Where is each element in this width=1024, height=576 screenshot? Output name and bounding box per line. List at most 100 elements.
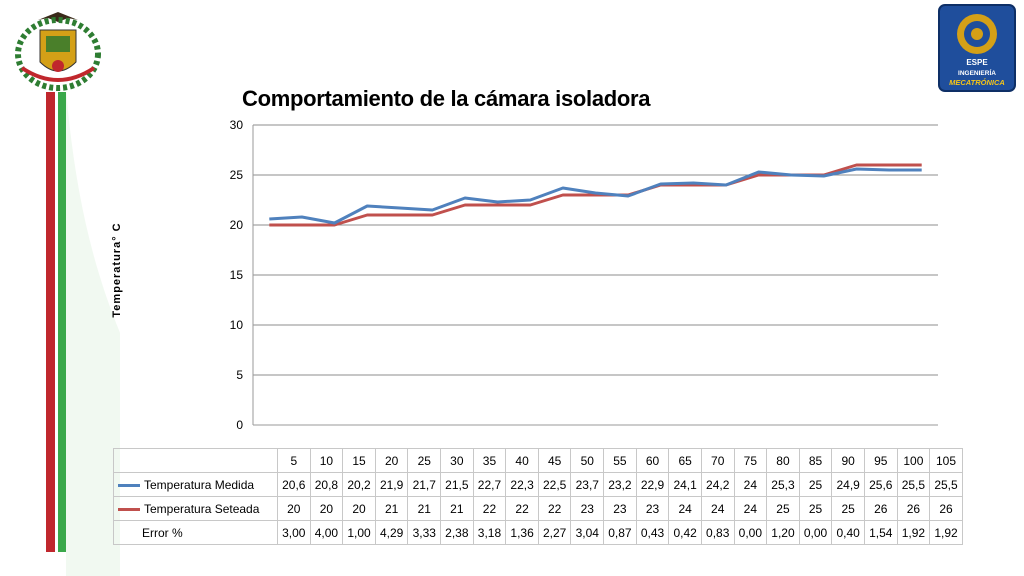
chart-title: Comportamiento de la cámara isoladora: [242, 86, 651, 111]
x-tick-label: 80: [766, 448, 800, 473]
data-label-seteada: 21: [440, 496, 474, 521]
data-label-medida: 21,9: [374, 472, 409, 497]
y-tick-label: 25: [230, 168, 244, 182]
data-label-seteada: 25: [831, 496, 865, 521]
series-row-seteada: Temperatura Seteada 20 20 20 21 21 21 22 22 22 23…: [113, 496, 963, 521]
y-tick-label: 15: [230, 268, 244, 282]
data-label-medida: 25,5: [896, 472, 931, 497]
data-label-error: 1,92: [896, 520, 931, 545]
data-label-medida: 22,9: [635, 472, 670, 497]
y-tick-labels: 0 5 10 15 20 25 30: [230, 118, 244, 432]
data-label-medida: 23,2: [603, 472, 637, 497]
data-label-error: 1,36: [505, 520, 539, 545]
x-tick-label: 5: [277, 448, 311, 473]
data-label-error: 3,33: [407, 520, 442, 545]
data-label-seteada: 20: [277, 496, 311, 521]
data-label-seteada: 24: [700, 496, 735, 521]
data-label-seteada: 24: [668, 496, 702, 521]
x-tick-label: 95: [863, 448, 898, 473]
x-tick-label: 25: [407, 448, 442, 473]
data-label-error: 0,00: [798, 520, 833, 545]
y-tick-label: 30: [230, 118, 244, 132]
data-label-seteada: 21: [374, 496, 409, 521]
x-tick-label: 20: [374, 448, 409, 473]
svg-text:ESPE: ESPE: [966, 58, 988, 67]
data-label-error: 2,38: [440, 520, 474, 545]
data-label-error: 1,54: [863, 520, 898, 545]
svg-text:MECATRÓNICA: MECATRÓNICA: [949, 78, 1005, 87]
y-tick-label: 0: [236, 418, 243, 432]
grid-lines: [252, 124, 938, 426]
data-label-error: 2,27: [537, 520, 572, 545]
data-label-medida: 23,7: [570, 472, 605, 497]
legend-swatch-medida: [118, 483, 140, 487]
data-label-medida: 24,9: [831, 472, 865, 497]
data-table: 5 10 15 20 25 30 35 40 45 50 55 60 65 70 75 80 85 90 95 100…: [113, 448, 963, 545]
data-label-medida: 25,3: [766, 472, 800, 497]
x-tick-label: 90: [831, 448, 865, 473]
legend-entry-seteada: Temperatura Seteada: [113, 496, 278, 521]
flag-stripes: [46, 90, 120, 576]
data-label-error: 0,42: [668, 520, 702, 545]
x-tick-label: 70: [700, 448, 735, 473]
data-label-error: 1,92: [929, 520, 963, 545]
data-label-error: 3,00: [277, 520, 311, 545]
data-label-error: 1,00: [342, 520, 376, 545]
x-tick-label: 55: [603, 448, 637, 473]
data-label-medida: 20,2: [342, 472, 376, 497]
data-label-seteada: 23: [570, 496, 605, 521]
series-line-temperatura-medida: [269, 167, 922, 225]
data-label-medida: 22,7: [472, 472, 507, 497]
data-label-seteada: 21: [407, 496, 442, 521]
data-label-error: 0,87: [603, 520, 637, 545]
data-label-seteada: 23: [635, 496, 670, 521]
x-tick-label: 10: [309, 448, 344, 473]
error-row-label: Error %: [113, 520, 278, 545]
legend-swatch-seteada: [118, 507, 140, 511]
y-tick-label: 5: [236, 368, 243, 382]
data-label-seteada: 26: [896, 496, 931, 521]
x-tick-row: 5 10 15 20 25 30 35 40 45 50 55 60 65 70 75 80 85 90 95 100…: [113, 448, 963, 473]
data-label-error: 0,43: [635, 520, 670, 545]
data-label-medida: 20,8: [309, 472, 344, 497]
data-label-medida: 21,7: [407, 472, 442, 497]
data-label-medida: 24: [733, 472, 768, 497]
data-label-error: 0,40: [831, 520, 865, 545]
data-label-medida: 22,5: [537, 472, 572, 497]
legend-label-medida: Temperatura Medida: [144, 477, 255, 492]
legend-entry-medida: Temperatura Medida: [113, 472, 278, 497]
x-tick-label: 60: [635, 448, 670, 473]
data-label-seteada: 25: [798, 496, 833, 521]
data-label-seteada: 26: [863, 496, 898, 521]
x-tick-label: 100: [896, 448, 931, 473]
data-label-medida: 21,5: [440, 472, 474, 497]
series-row-medida: Temperatura Medida 20,6 20,8 20,2 21,9 21,7 2…: [113, 472, 963, 497]
y-tick-label: 20: [230, 218, 244, 232]
x-tick-label: 45: [537, 448, 572, 473]
data-label-seteada: 20: [309, 496, 344, 521]
coat-of-arms-icon: [15, 12, 101, 91]
data-label-medida: 24,2: [700, 472, 735, 497]
data-label-seteada: 22: [537, 496, 572, 521]
x-tick-label: 15: [342, 448, 376, 473]
espe-mecatronica-logo-icon: ESPE INGENIERÍA MECATRÓNICA: [938, 4, 1016, 92]
data-label-error: 3,04: [570, 520, 605, 545]
data-label-error: 0,83: [700, 520, 735, 545]
data-label-medida: 25,5: [929, 472, 963, 497]
x-tick-label: 75: [733, 448, 768, 473]
data-label-error: 3,18: [472, 520, 507, 545]
x-tick-label: 40: [505, 448, 539, 473]
x-tick-label: 30: [440, 448, 474, 473]
table-corner-cell: [113, 448, 278, 473]
data-label-error: 4,00: [309, 520, 344, 545]
legend-label-seteada: Temperatura Seteada: [144, 501, 260, 516]
y-tick-label: 10: [230, 318, 244, 332]
data-label-medida: 25,6: [863, 472, 898, 497]
series-line-temperatura-seteada: [269, 163, 922, 227]
x-tick-label: 85: [798, 448, 833, 473]
data-label-seteada: 25: [766, 496, 800, 521]
data-label-seteada: 23: [603, 496, 637, 521]
data-label-medida: 20,6: [277, 472, 311, 497]
data-label-medida: 24,1: [668, 472, 702, 497]
